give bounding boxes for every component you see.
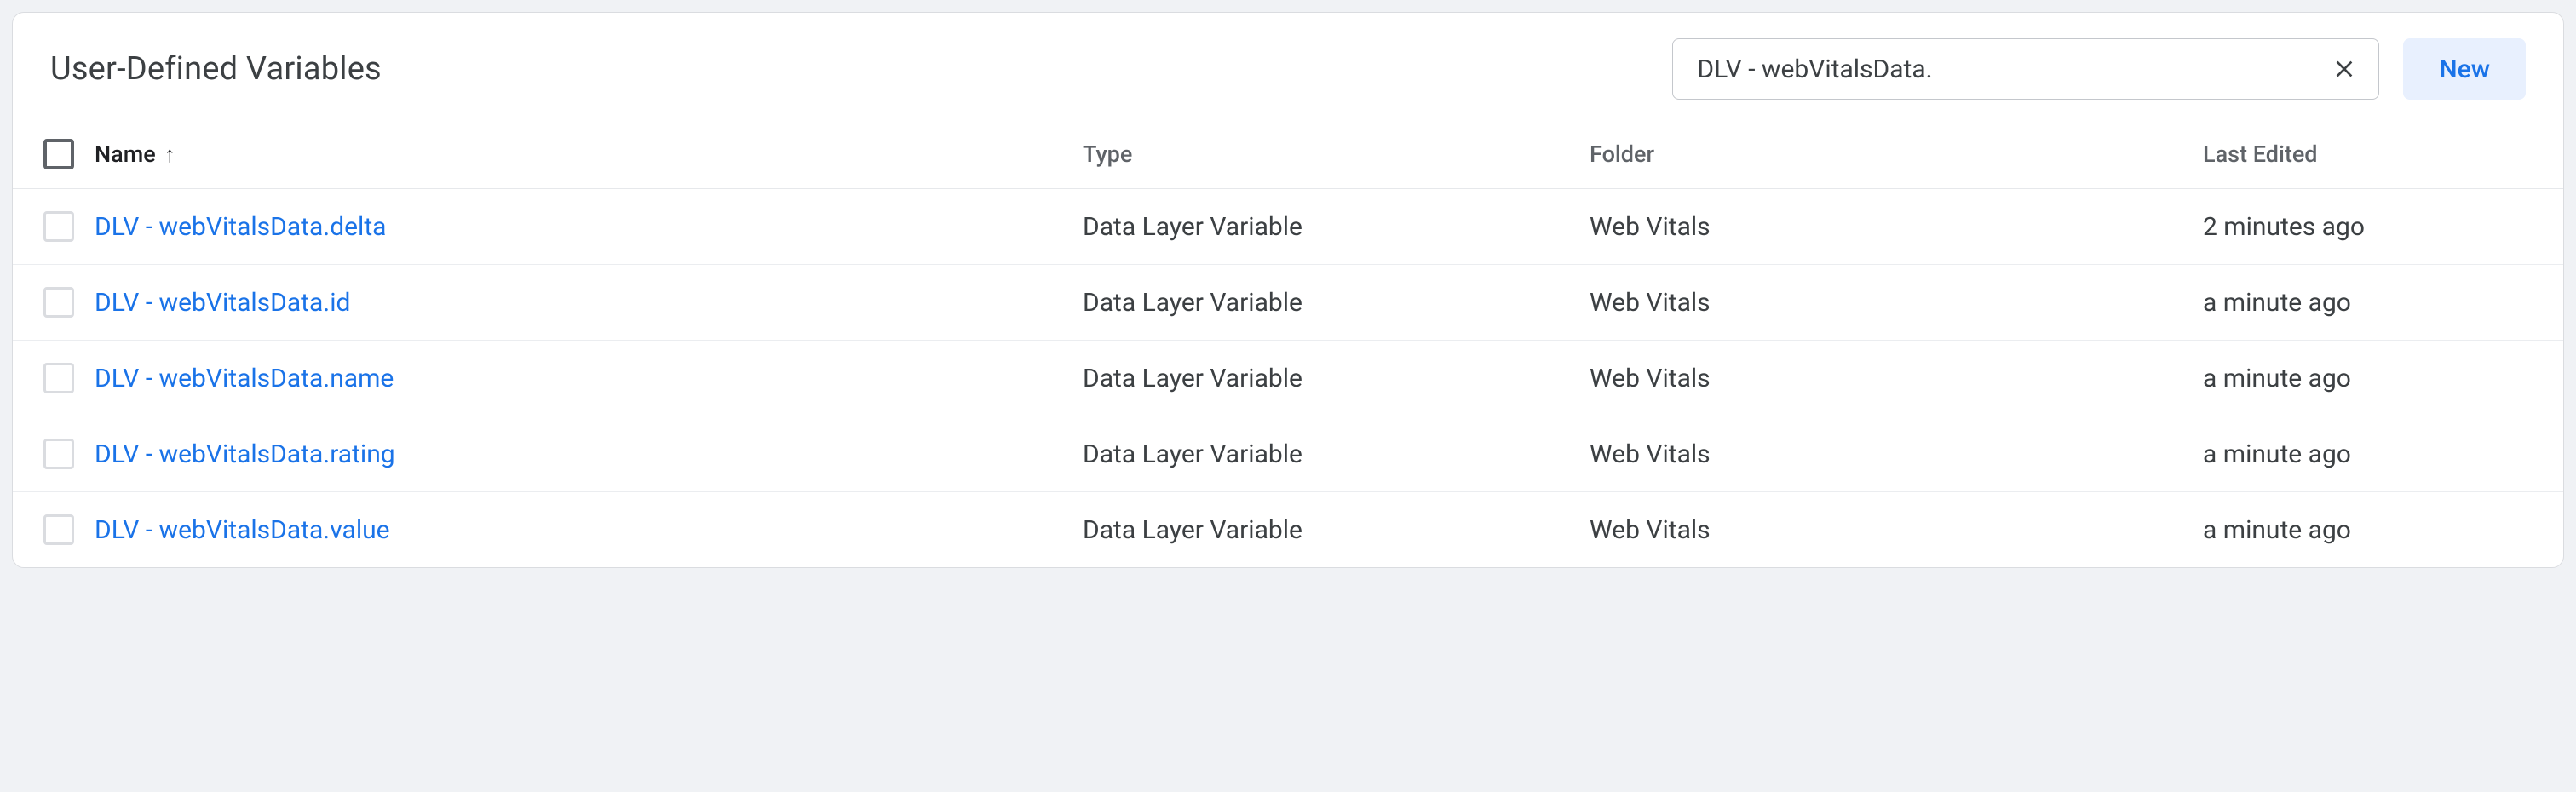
variable-name-link[interactable]: DLV - webVitalsData.value [95,515,390,545]
row-checkbox[interactable] [43,439,74,469]
table-row: DLV - webVitalsData.delta Data Layer Vari… [13,189,2563,265]
variable-type: Data Layer Variable [1083,439,1590,469]
variable-type: Data Layer Variable [1083,212,1590,242]
column-header-label: Last Edited [2203,141,2318,168]
variable-last-edited: a minute ago [2203,515,2526,545]
panel-header: User-Defined Variables New [13,13,2563,115]
close-icon [2331,55,2358,83]
row-checkbox[interactable] [43,363,74,393]
search-box[interactable] [1672,38,2379,100]
variable-folder: Web Vitals [1590,288,2203,318]
column-header-label: Folder [1590,141,1654,168]
variable-last-edited: 2 minutes ago [2203,212,2526,242]
row-checkbox[interactable] [43,211,74,242]
table-row: DLV - webVitalsData.rating Data Layer Var… [13,416,2563,492]
variable-type: Data Layer Variable [1083,288,1590,318]
variable-last-edited: a minute ago [2203,439,2526,469]
sort-asc-icon: ↑ [164,141,175,168]
select-all-checkbox[interactable] [43,139,74,169]
variable-last-edited: a minute ago [2203,364,2526,393]
variable-folder: Web Vitals [1590,515,2203,545]
table-row: DLV - webVitalsData.name Data Layer Varia… [13,341,2563,416]
panel-title: User-Defined Variables [50,50,1672,88]
column-header-label: Name [95,141,156,168]
variable-last-edited: a minute ago [2203,288,2526,318]
variable-name-link[interactable]: DLV - webVitalsData.name [95,364,394,393]
variable-folder: Web Vitals [1590,439,2203,469]
variable-name-link[interactable]: DLV - webVitalsData.delta [95,212,386,242]
table-row: DLV - webVitalsData.value Data Layer Vari… [13,492,2563,567]
variable-type: Data Layer Variable [1083,364,1590,393]
column-header-folder[interactable]: Folder [1590,141,2203,168]
table-body: DLV - webVitalsData.delta Data Layer Vari… [13,189,2563,567]
variables-panel: User-Defined Variables New Name ↑ Type F… [12,12,2564,568]
row-checkbox[interactable] [43,287,74,318]
column-header-name[interactable]: Name ↑ [95,141,1083,168]
variable-folder: Web Vitals [1590,364,2203,393]
column-header-last-edited[interactable]: Last Edited [2203,141,2526,168]
column-header-type[interactable]: Type [1083,141,1590,168]
search-input[interactable] [1697,55,2326,84]
variable-name-link[interactable]: DLV - webVitalsData.rating [95,439,395,469]
variable-type: Data Layer Variable [1083,515,1590,545]
variable-folder: Web Vitals [1590,212,2203,242]
variable-name-link[interactable]: DLV - webVitalsData.id [95,288,350,318]
new-button[interactable]: New [2403,38,2526,100]
column-header-label: Type [1083,141,1132,168]
table-header: Name ↑ Type Folder Last Edited [13,115,2563,189]
table-row: DLV - webVitalsData.id Data Layer Variabl… [13,265,2563,341]
row-checkbox[interactable] [43,514,74,545]
clear-search-button[interactable] [2326,50,2363,88]
